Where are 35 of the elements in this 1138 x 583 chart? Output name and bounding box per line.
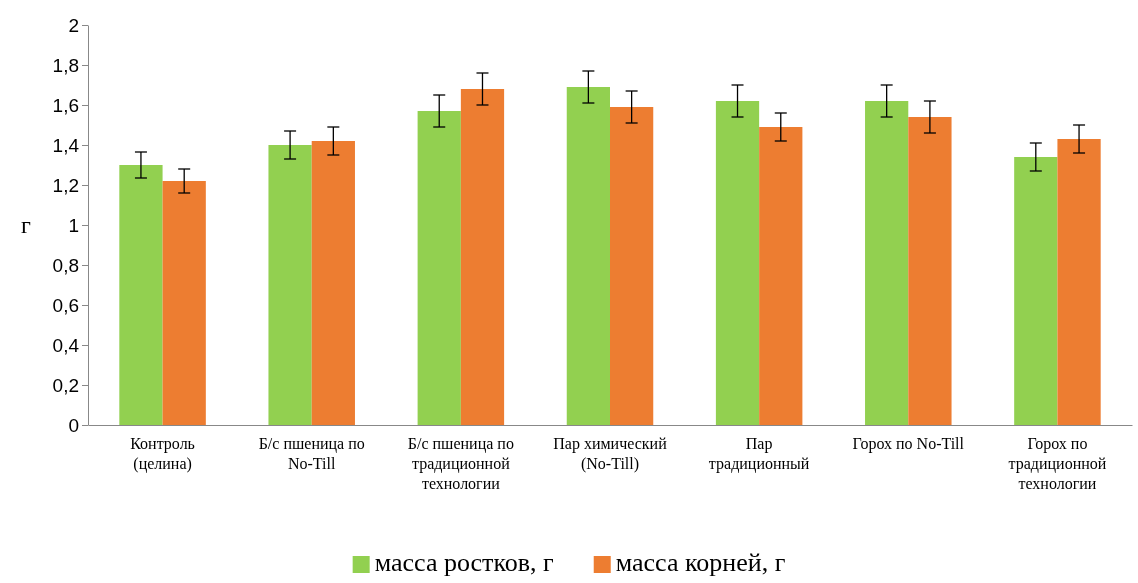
y-tick-label: 1: [68, 214, 79, 236]
bar: [162, 181, 206, 425]
bar: [610, 107, 654, 425]
y-tick-label: 0,4: [52, 334, 80, 356]
x-tick-label: Б/с пшеница по No-Till: [258, 435, 365, 472]
y-tick-label: 0,8: [52, 254, 79, 276]
legend-label: масса корней, г: [615, 548, 786, 577]
x-tick-label: Пар химический (No-Till): [553, 435, 668, 473]
x-tick-label: Контроль (целина): [130, 435, 195, 473]
bar: [865, 101, 909, 425]
y-tick-label: 0,6: [52, 294, 79, 316]
y-tick-label: 1,2: [52, 174, 79, 196]
x-tick-label: Б/с пшеница по традиционной технологии: [407, 435, 514, 492]
bar: [1014, 157, 1058, 425]
x-tick-label: Горох по No-Till: [852, 435, 965, 453]
bar: [759, 127, 803, 425]
x-tick-label: Пар традиционный: [708, 435, 810, 473]
y-tick-label: 0,2: [52, 374, 79, 396]
y-tick-label: 0: [68, 414, 79, 436]
bar: [1057, 139, 1101, 425]
bar: [908, 117, 952, 425]
legend-label: масса ростков, г: [374, 548, 554, 577]
bar: [460, 89, 505, 425]
bar: [417, 111, 461, 425]
x-tick-label: Горох по традиционной технологии: [1008, 435, 1107, 492]
y-tick-label: 1,6: [52, 94, 79, 116]
y-tick-label: 1,4: [52, 134, 80, 156]
bar: [566, 87, 610, 425]
y-tick-label: 1,8: [52, 54, 79, 76]
bar: [268, 145, 312, 425]
y-axis-title: г: [21, 212, 32, 238]
y-tick-label: 2: [68, 14, 79, 36]
bar: [715, 101, 760, 425]
bar: [119, 165, 163, 425]
bar: [311, 141, 355, 425]
